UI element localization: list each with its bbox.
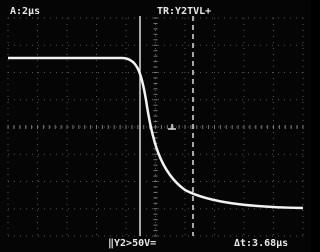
delta-t-label: Δt:3.68µs [234,238,288,249]
timebase-label: A:2µs [10,6,40,17]
trigger-label: TR:Y2TVL+ [157,6,211,17]
oscilloscope-screen: A:2µs TR:Y2TVL+ ‖Y2>50V= Δt:3.68µs [0,0,311,252]
page: A:2µs TR:Y2TVL+ ‖Y2>50V= Δt:3.68µs (() =… [0,0,320,252]
cursor-mode-label: ‖Y2>50V= [108,238,156,249]
